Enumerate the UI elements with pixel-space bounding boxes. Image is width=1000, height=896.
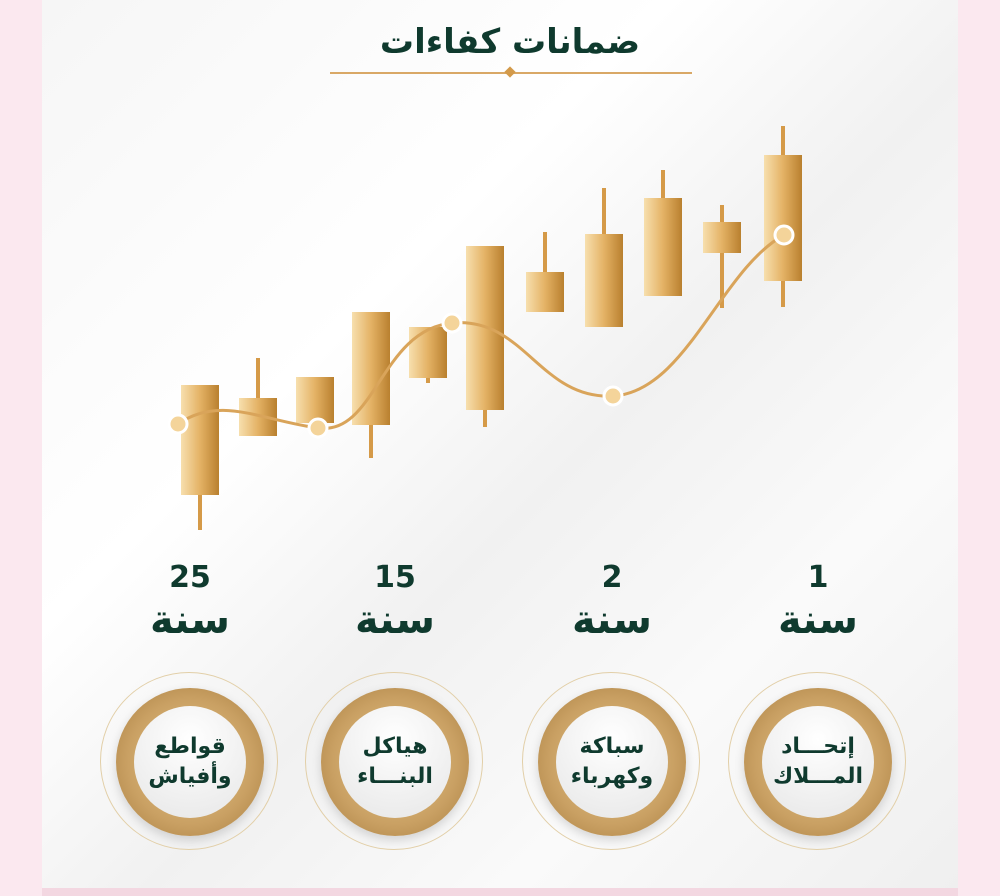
warranty-label-line2: وأفياش xyxy=(148,764,232,789)
page-title: ضمانات كفاءات xyxy=(379,22,641,62)
candle-body xyxy=(644,198,682,296)
candle-body xyxy=(526,272,564,312)
warranty-label-line2: المـــلاك xyxy=(773,764,863,789)
bottom-border xyxy=(42,888,958,896)
warranty-years: 1 xyxy=(807,560,829,595)
warranty-item: 15 سنة هياكل البنـــاء xyxy=(295,560,495,850)
warranty-unit: سنة xyxy=(150,597,230,643)
trend-curve xyxy=(177,233,785,430)
outer-ring xyxy=(305,672,483,850)
trend-point xyxy=(773,224,795,246)
gold-ring: إتحـــاد المـــلاك xyxy=(744,688,892,836)
warranty-years: 15 xyxy=(374,560,416,595)
warranty-label: إتحـــاد المـــلاك xyxy=(762,706,874,818)
warranty-label-line2: البنـــاء xyxy=(357,764,433,789)
candle-wick xyxy=(256,358,260,436)
warranty-years: 25 xyxy=(169,560,211,595)
trend-point xyxy=(167,413,189,435)
outer-ring xyxy=(522,672,700,850)
candle-body xyxy=(703,222,741,253)
candle-wick xyxy=(720,205,724,308)
warranty-label-line1: قواطع xyxy=(154,734,226,759)
warranty-label: قواطع وأفياش xyxy=(134,706,246,818)
candle-body xyxy=(352,312,390,425)
warranty-item: 25 سنة قواطع وأفياش xyxy=(90,560,290,850)
warranty-unit: سنة xyxy=(572,597,652,643)
gold-ring: هياكل البنـــاء xyxy=(321,688,469,836)
trend-point xyxy=(441,312,463,334)
warranty-item: 1 سنة إتحـــاد المـــلاك xyxy=(718,560,918,850)
candle-body xyxy=(296,377,334,423)
gold-ring: قواطع وأفياش xyxy=(116,688,264,836)
warranty-item: 2 سنة سباكة وكهرباء xyxy=(512,560,712,850)
gold-ring: سباكة وكهرباء xyxy=(538,688,686,836)
warranty-unit: سنة xyxy=(778,597,858,643)
warranty-label: هياكل البنـــاء xyxy=(339,706,451,818)
candle-body xyxy=(181,385,219,495)
candle-body xyxy=(409,327,447,378)
warranty-label-line1: إتحـــاد xyxy=(781,734,855,759)
trend-point xyxy=(307,417,329,439)
warranty-label-line1: هياكل xyxy=(362,734,428,759)
trend-point xyxy=(602,385,624,407)
warranty-years: 2 xyxy=(601,560,623,595)
candle-body xyxy=(585,234,623,327)
outer-ring xyxy=(728,672,906,850)
outer-ring xyxy=(100,672,278,850)
warranty-unit: سنة xyxy=(355,597,435,643)
warranty-label: سباكة وكهرباء xyxy=(556,706,668,818)
candlestick-decoration xyxy=(167,126,802,530)
warranty-label-line2: وكهرباء xyxy=(570,764,654,789)
candle-body xyxy=(764,155,802,281)
warranty-label-line1: سباكة xyxy=(579,734,645,759)
